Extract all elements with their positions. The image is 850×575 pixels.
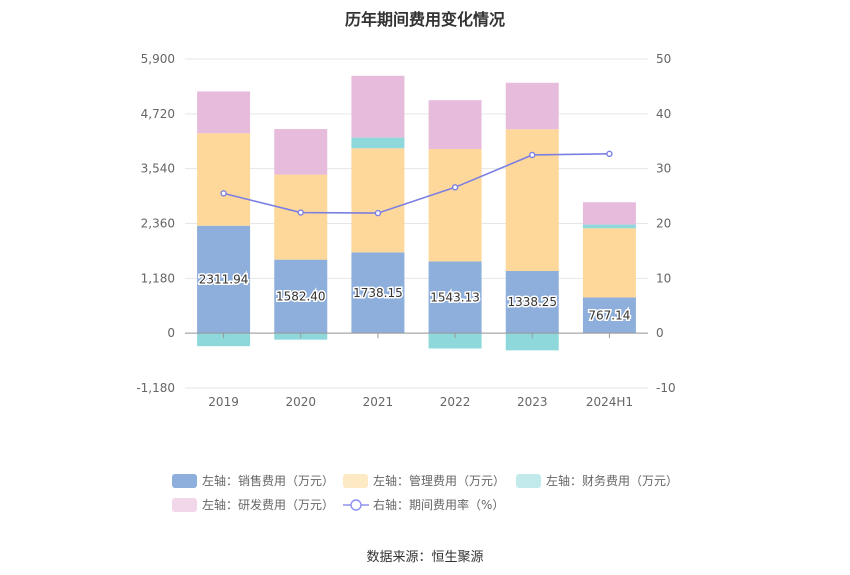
right-axis-tick-label: 40 <box>656 107 671 121</box>
legend-swatch <box>343 474 368 488</box>
x-axis-tick-label: 2022 <box>440 395 471 409</box>
bar-segment <box>505 333 559 351</box>
legend-label: 右轴：期间费用率（%） <box>373 497 504 512</box>
left-axis-tick-label: -1,180 <box>136 381 175 395</box>
rate-line <box>223 153 610 214</box>
legend-label: 左轴：研发费用（万元） <box>202 497 334 512</box>
bar-segment <box>197 225 251 334</box>
bar-segment <box>505 129 559 271</box>
x-axis-tick-label: 2020 <box>285 395 316 409</box>
bar-segment <box>351 252 405 334</box>
bar-segment <box>428 100 482 150</box>
bar-segment <box>274 129 328 175</box>
rate-point <box>451 184 459 191</box>
legend-label: 左轴：销售费用（万元） <box>202 473 334 488</box>
rate-point <box>606 150 613 158</box>
bar-segment <box>351 137 405 149</box>
legend-swatch <box>172 498 197 512</box>
data-label: 1338.25 <box>507 295 557 309</box>
bar-segment <box>197 133 251 226</box>
bar-segment <box>505 270 559 334</box>
bar-segment <box>274 174 328 260</box>
bar-segment <box>582 228 636 298</box>
rate-point <box>297 209 304 216</box>
data-label: 767.14 <box>588 308 630 322</box>
right-axis-tick-label: 20 <box>656 217 671 231</box>
bar-segment <box>428 261 482 334</box>
chart-svg: -1,180 -10 0 0 1,180 10 2,360 20 3,540 30 4,720 40 5… <box>136 52 678 512</box>
data-label: 1582.40 <box>276 289 326 303</box>
right-axis-tick-label: 0 <box>656 326 664 340</box>
left-axis-tick-label: 2,360 <box>141 217 175 231</box>
left-axis-tick-label: 5,900 <box>141 52 175 66</box>
left-axis-tick-label: 0 <box>167 326 175 340</box>
legend-label: 左轴：管理费用（万元） <box>373 473 505 488</box>
x-axis-tick-label: 2023 <box>517 395 548 409</box>
rate-point <box>220 190 227 197</box>
chart-title: 历年期间费用变化情况 <box>344 10 505 29</box>
legend-swatch <box>516 474 541 488</box>
right-axis-tick-label: 30 <box>656 162 671 176</box>
right-axis-tick-label: 10 <box>656 271 671 285</box>
bar-segment <box>428 333 482 349</box>
left-axis-tick-label: 4,720 <box>141 107 175 121</box>
data-label: 1543.13 <box>430 290 480 304</box>
bar-segment <box>582 224 636 229</box>
bar-segment <box>505 82 559 130</box>
bar-segment <box>351 75 405 138</box>
data-label: 1738.15 <box>353 286 403 300</box>
right-axis-tick-label: -10 <box>656 381 676 395</box>
data-label: 2311.94 <box>199 272 249 286</box>
left-axis-tick-label: 3,540 <box>141 162 175 176</box>
legend-label: 左轴：财务费用（万元） <box>546 473 678 488</box>
bar-segment <box>351 148 405 253</box>
bar-segment <box>582 202 636 225</box>
bar-segment <box>582 297 636 334</box>
legend-swatch <box>172 474 197 488</box>
bar-segment <box>428 149 482 262</box>
bar-segment <box>274 259 328 334</box>
right-axis-tick-label: 50 <box>656 52 671 66</box>
bar-segment <box>197 333 251 347</box>
bar-segment <box>197 91 251 134</box>
x-axis-tick-label: 2021 <box>363 395 394 409</box>
x-axis-tick-label: 2019 <box>208 395 239 409</box>
left-axis-tick-label: 1,180 <box>141 271 175 285</box>
x-axis-tick-label: 2024H1 <box>586 395 633 409</box>
rate-point <box>529 151 536 159</box>
data-source: 数据来源：恒生聚源 <box>366 550 484 565</box>
legend-swatch <box>350 499 362 511</box>
rate-point <box>374 209 382 217</box>
